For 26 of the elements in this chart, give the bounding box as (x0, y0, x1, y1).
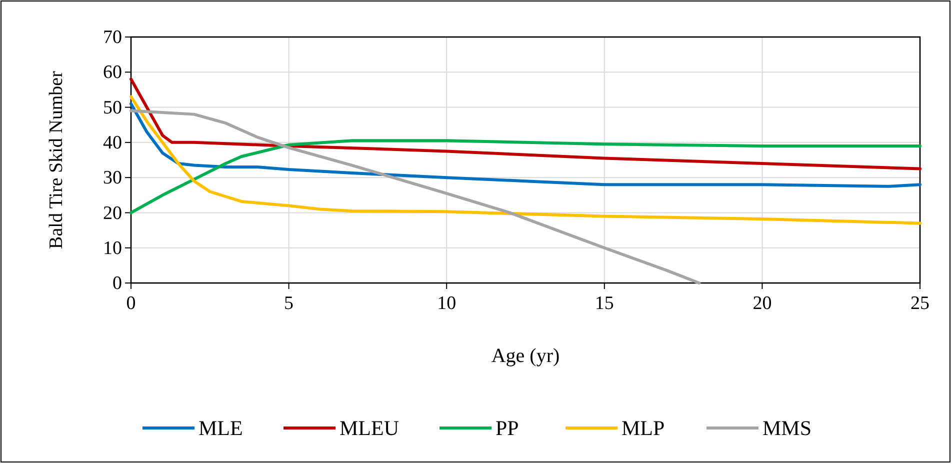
line-series (130, 102, 922, 188)
x-tick-label: 5 (284, 293, 294, 314)
y-tick-label: 60 (103, 62, 122, 84)
x-tick-label: 20 (752, 293, 772, 314)
legend-label: MLE (198, 416, 243, 440)
y-tick-label: 30 (103, 168, 122, 189)
line-series (130, 139, 922, 214)
legend-label: PP (496, 416, 519, 440)
legend-label: MLP (622, 416, 665, 440)
y-tick-label: 50 (103, 97, 122, 118)
line-series (130, 78, 922, 170)
line-series (130, 95, 922, 225)
x-tick-label: 15 (594, 293, 614, 314)
y-tick-label: 0 (112, 273, 122, 294)
y-axis-title: Bald Tire Skid Number (46, 70, 67, 249)
legend-label: MMS (762, 416, 812, 440)
x-tick-label: 0 (126, 293, 136, 314)
y-tick-label: 70 (103, 27, 122, 48)
x-axis-title: Age (yr) (491, 345, 560, 367)
x-tick-label: 10 (437, 293, 456, 314)
y-tick-label: 20 (103, 202, 122, 224)
line-series (130, 109, 701, 284)
legend-label: MLEU (340, 416, 399, 440)
x-tick-label: 25 (910, 293, 930, 314)
y-tick-label: 10 (103, 238, 122, 259)
y-tick-label: 40 (103, 132, 122, 154)
